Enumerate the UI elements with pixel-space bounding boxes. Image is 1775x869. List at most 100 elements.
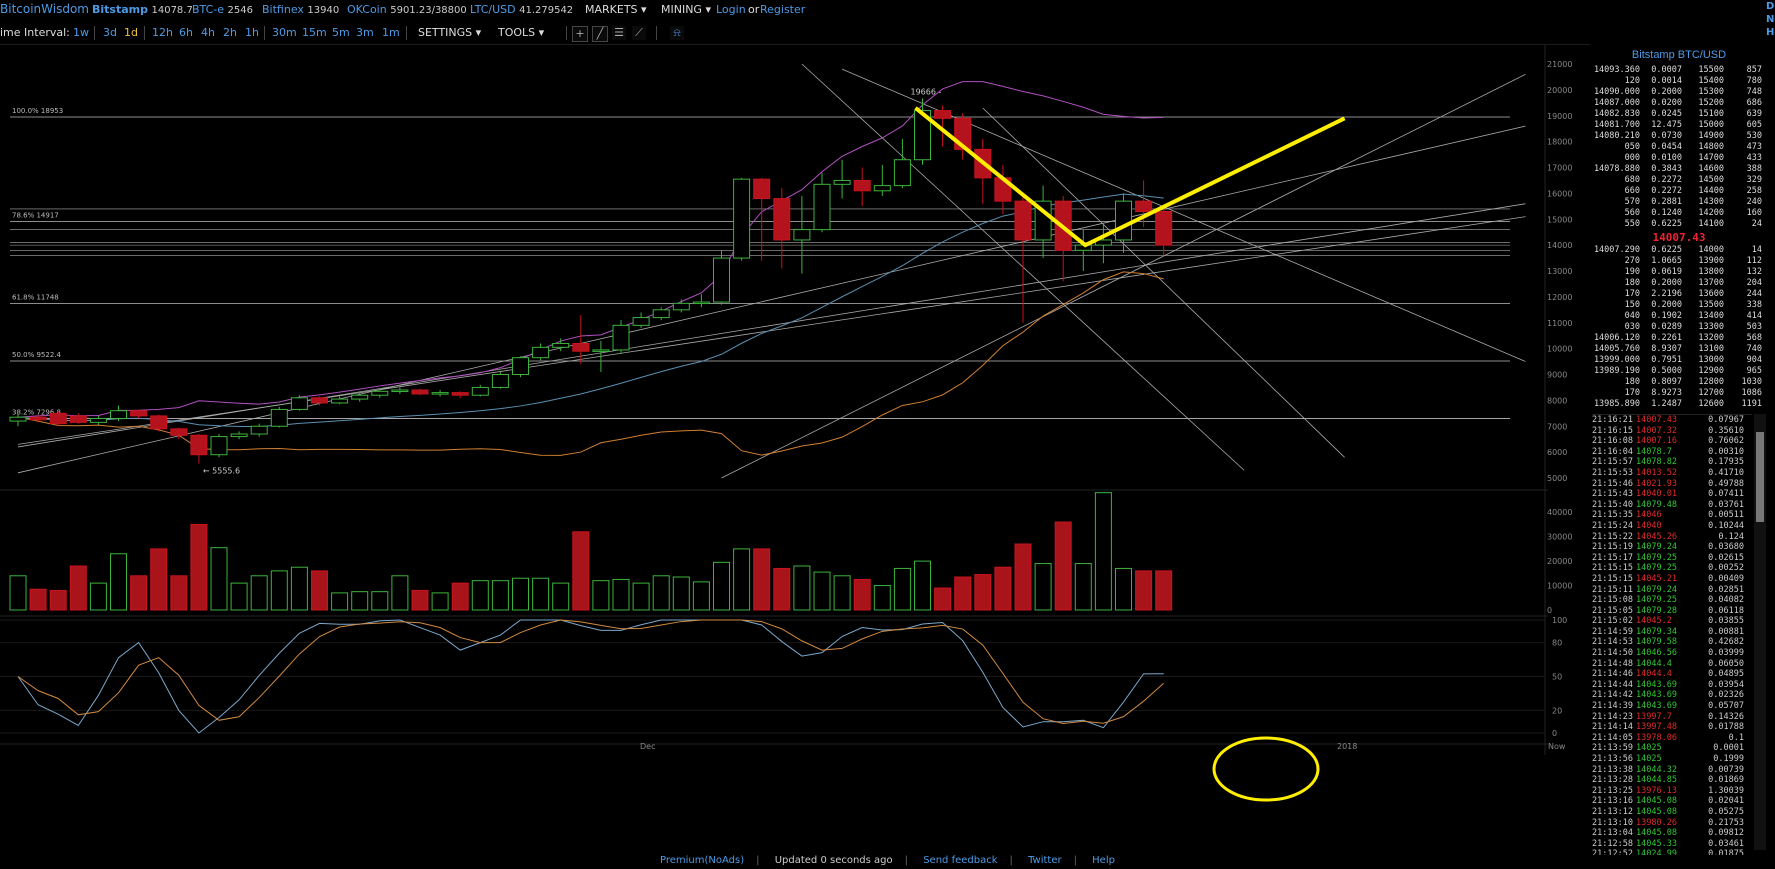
order-book-cell: 12800 xyxy=(1698,377,1724,387)
trend-line xyxy=(982,107,1345,458)
trade-row: 21:14:53 14079.58 0.42682 xyxy=(1592,637,1752,648)
interval-3d[interactable]: 3d xyxy=(103,26,117,39)
trade-amount: 0.03954 xyxy=(1708,679,1744,690)
candle-down xyxy=(753,178,771,200)
trade-amount: 0.03855 xyxy=(1708,616,1744,627)
interval-5m[interactable]: 5m xyxy=(332,26,350,39)
volume-bar xyxy=(552,582,570,611)
interval-1d[interactable]: 1d xyxy=(124,26,138,39)
order-book-cell: 258 xyxy=(1746,186,1762,196)
trade-time: 21:15:19 xyxy=(1592,542,1633,553)
trade-amount: 0.1999 xyxy=(1713,754,1744,764)
scrollbar-thumb[interactable] xyxy=(1756,432,1764,522)
low-label: ← 5555.6 xyxy=(203,467,240,476)
trade-time: 21:15:57 xyxy=(1592,457,1633,468)
order-book-cell: 0.0454 xyxy=(1651,142,1682,152)
trade-amount: 0.00881 xyxy=(1708,626,1744,637)
trend-line xyxy=(17,203,1526,448)
trade-time: 21:14:46 xyxy=(1592,669,1633,680)
trade-row: 21:15:19 14079.24 0.03680 xyxy=(1592,542,1752,553)
interval-1m[interactable]: 1m xyxy=(382,26,400,39)
order-book-cell: 14080.210 xyxy=(1593,131,1640,141)
candle-up xyxy=(1034,200,1052,241)
order-book-cell: 24 xyxy=(1751,219,1762,229)
volume-bar xyxy=(290,566,308,611)
order-book-cell: 14078.880 xyxy=(1593,164,1640,174)
ticker-ltcusd[interactable]: LTC/USD 41.279542 xyxy=(470,3,574,16)
candle-down xyxy=(29,416,47,421)
interval-1w[interactable]: 1w xyxy=(73,26,89,39)
candle-up xyxy=(552,342,570,348)
hash-label: Hash xyxy=(1766,27,1775,38)
interval-4h[interactable]: 4h xyxy=(201,26,215,39)
fib-fan-icon[interactable]: ⟋ xyxy=(632,26,646,40)
trades-scrollbar[interactable] xyxy=(1754,414,1766,850)
ticker-okcoin[interactable]: OKCoin 5901.23/38800 xyxy=(347,3,467,16)
trade-price: 14045.33 xyxy=(1636,838,1677,849)
candle-up xyxy=(250,425,268,435)
help-link[interactable]: Help xyxy=(1092,855,1115,866)
trade-price: 14043.69 xyxy=(1636,679,1677,690)
interval-6h[interactable]: 6h xyxy=(179,26,193,39)
trade-time: 21:13:25 xyxy=(1592,785,1633,796)
price-tick-label: 16000 xyxy=(1547,189,1572,198)
trade-row: 21:15:15 14079.25 0.00252 xyxy=(1592,563,1752,574)
ask-row: 680 0.2272 14500 329 xyxy=(1592,175,1766,186)
hline-icon[interactable]: ☰ xyxy=(612,26,626,40)
interval-15m[interactable]: 15m xyxy=(302,26,327,39)
order-book-cell: 686 xyxy=(1746,98,1762,108)
volume-bar xyxy=(833,575,851,611)
trade-row: 21:13:10 13980.26 0.21753 xyxy=(1592,818,1752,829)
mining-menu[interactable]: MINING ▾ xyxy=(661,3,711,16)
upper-band xyxy=(17,81,1164,418)
volume-bar xyxy=(1155,570,1173,611)
draw-line-icon[interactable]: ╱ xyxy=(592,26,608,42)
trade-amount: 0.03999 xyxy=(1708,648,1744,659)
trade-amount: 0.03461 xyxy=(1708,838,1744,849)
order-book-cell: 0.0100 xyxy=(1651,153,1682,163)
premium-link[interactable]: Premium(NoAds) xyxy=(660,855,745,866)
crosshair-icon[interactable]: + xyxy=(572,26,588,42)
ticker-btce[interactable]: BTC-e 2546 xyxy=(192,3,253,16)
brand-logo[interactable]: BitcoinWisdom xyxy=(0,2,89,16)
trade-amount: 0.05707 xyxy=(1708,701,1744,712)
trade-time: 21:12:58 xyxy=(1592,838,1633,849)
order-book-cell: 13999.000 xyxy=(1593,355,1640,365)
order-book-cell: 433 xyxy=(1746,153,1762,163)
bollinger-bands xyxy=(17,81,1164,456)
order-book-cell: 0.3843 xyxy=(1651,164,1682,174)
trade-time: 21:13:59 xyxy=(1592,743,1633,754)
interval-12h[interactable]: 12h xyxy=(152,26,173,39)
order-book-cell: 0.2000 xyxy=(1651,278,1682,288)
trade-row: 21:15:17 14079.25 0.02615 xyxy=(1592,553,1752,564)
login-link[interactable]: Login xyxy=(716,3,746,16)
register-link[interactable]: Register xyxy=(760,3,806,16)
trade-amount: 0.0001 xyxy=(1713,743,1744,754)
trade-row: 21:15:53 14013.52 0.41710 xyxy=(1592,468,1752,479)
feedback-link[interactable]: Send feedback xyxy=(923,855,998,866)
bid-row: 170 8.9273 12700 1086 xyxy=(1592,388,1766,399)
ticker-bitstamp[interactable]: Bitstamp 14078.7 xyxy=(92,3,193,16)
trade-row: 21:15:02 14045.2 0.03855 xyxy=(1592,616,1752,627)
trade-price: 14078.7 xyxy=(1636,446,1672,457)
twitter-link[interactable]: Twitter xyxy=(1028,855,1062,866)
fib-label: 61.8% 11748 xyxy=(12,293,59,301)
interval-30m[interactable]: 30m xyxy=(272,26,297,39)
ticker-bitfinex[interactable]: Bitfinex 13940 xyxy=(262,3,340,16)
stoch-k-line xyxy=(17,619,1164,734)
volume-bar xyxy=(893,567,911,611)
price-chart[interactable]: 100.0% 18953 78.6% 14917 61.8% 11748 50.0% … xyxy=(0,44,1590,855)
volume-bar xyxy=(29,588,47,611)
order-book-cell: 160 xyxy=(1746,208,1762,218)
interval-1h[interactable]: 1h xyxy=(245,26,259,39)
trade-amount: 0.49788 xyxy=(1708,478,1744,489)
alert-bell-icon[interactable]: ⍾ xyxy=(670,26,684,40)
order-book-cell: 244 xyxy=(1746,289,1762,299)
settings-menu[interactable]: SETTINGS ▾ xyxy=(418,26,482,39)
interval-3m[interactable]: 3m xyxy=(356,26,374,39)
interval-2h[interactable]: 2h xyxy=(223,26,237,39)
tools-menu[interactable]: TOOLS ▾ xyxy=(498,26,545,39)
trade-price: 14079.48 xyxy=(1636,499,1677,510)
volume-tick-label: 20000 xyxy=(1547,557,1572,566)
markets-menu[interactable]: MARKETS ▾ xyxy=(585,3,647,16)
